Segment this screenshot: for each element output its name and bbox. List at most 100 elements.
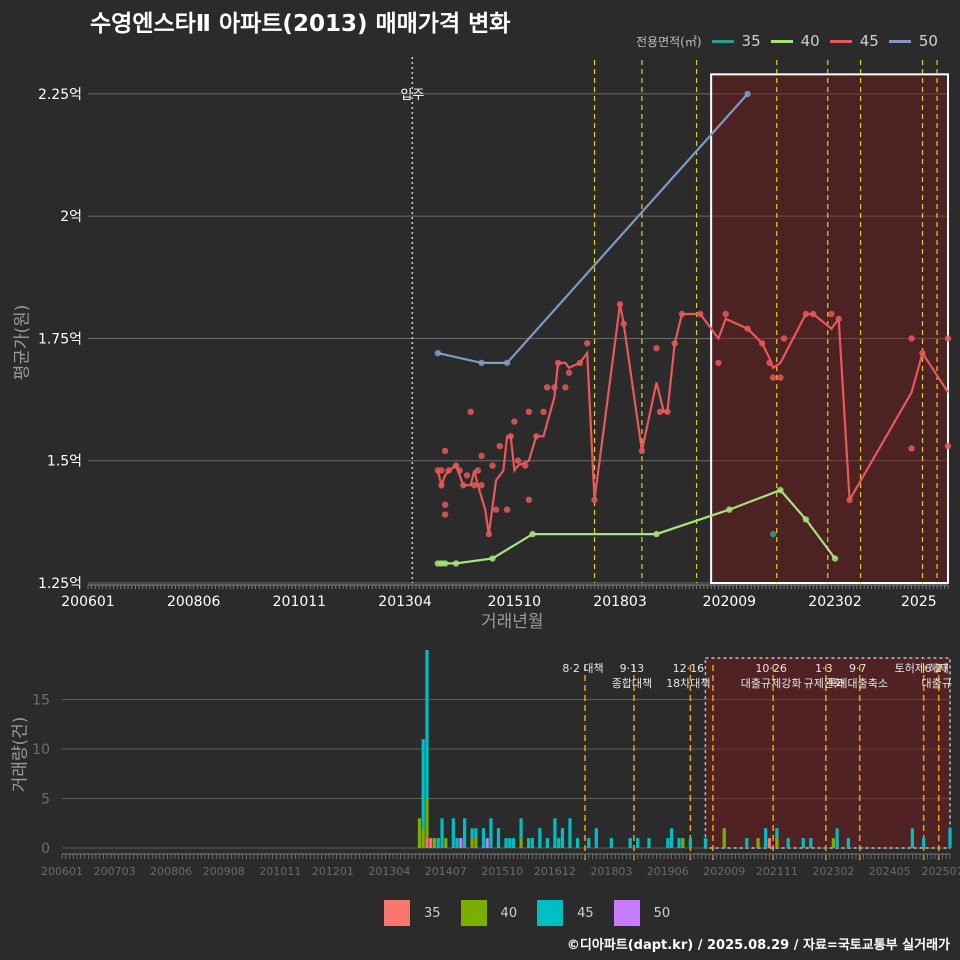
data-point-40 [653, 530, 660, 538]
legend-item-35: 35 [711, 32, 761, 50]
volume-bar-50 [485, 838, 489, 848]
volume-bar-45 [628, 838, 632, 848]
volume-bar-40 [756, 838, 760, 848]
data-point-45 [533, 433, 540, 440]
footer-credit: ©디아파트(dapt.kr) / 2025.08.29 / 자료=국토교통부 실… [566, 938, 950, 953]
bar-legend-item-40: 40 [460, 900, 517, 926]
volume-bar-45 [538, 828, 542, 848]
bar-x-tick-label: 200601 [41, 865, 83, 878]
data-point-45 [441, 511, 449, 518]
volume-bar-40 [681, 838, 685, 848]
data-point-45 [492, 506, 500, 513]
volume-bar-45 [910, 828, 914, 848]
data-point-45 [944, 335, 952, 342]
policy-label: 종합대책 [612, 677, 652, 690]
data-point-40 [802, 516, 810, 523]
volume-bar-45 [545, 838, 549, 848]
data-point-50 [478, 359, 485, 367]
y-tick-label: 1.5억 [47, 454, 82, 470]
volume-bar-40 [417, 818, 422, 848]
data-point-45 [620, 320, 627, 327]
bar-highlight-box [704, 657, 951, 849]
volume-bar-45 [568, 818, 572, 848]
data-point-45 [489, 462, 496, 469]
legend-title: 전용면적(㎡) [636, 34, 702, 49]
policy-label: 9·13 [620, 662, 645, 675]
bar-legend-label-50: 50 [653, 905, 671, 921]
policy-label: 18차대책 [666, 677, 710, 690]
bar-legend-swatch-45 [537, 900, 564, 926]
policy-label: 12·16 [673, 662, 705, 675]
data-point-40 [529, 530, 536, 538]
series-line-50 [437, 93, 749, 364]
volume-bar-45 [489, 818, 493, 848]
data-point-45 [638, 447, 646, 455]
volume-bar-45 [948, 828, 952, 848]
bar-x-tick-label: 202302 [812, 865, 854, 878]
series-line-45 [436, 303, 949, 535]
legend-item-45: 45 [829, 32, 879, 50]
x-tick-label: 201803 [593, 594, 646, 610]
data-point-45 [722, 310, 729, 318]
volume-bar-45 [451, 818, 455, 848]
y-tick-label: 1.25억 [38, 576, 82, 592]
bar-legend-label-45: 45 [577, 905, 594, 921]
volume-bar-45 [504, 838, 508, 848]
data-point-45 [438, 467, 445, 474]
volume-bar-45 [775, 828, 779, 839]
legend-swatch-40 [770, 39, 793, 43]
volume-bar-45 [801, 838, 805, 848]
volume-bar-40 [775, 838, 779, 848]
data-point-45 [522, 462, 529, 469]
volume-bar-45 [481, 828, 486, 848]
volume-bar-40 [432, 838, 437, 848]
x-tick-label: 201304 [378, 594, 432, 610]
data-point-45 [616, 301, 624, 308]
data-point-45 [438, 481, 445, 489]
legend-label-50: 50 [918, 32, 938, 50]
bar-x-tick-label: 201011 [259, 865, 301, 878]
bar-legend: 35 40 45 50 [384, 900, 690, 926]
volume-bar-45 [846, 838, 851, 848]
data-point-45 [514, 457, 522, 464]
volume-bar-45 [526, 838, 531, 848]
legend-item-40: 40 [770, 32, 820, 50]
volume-bar-45 [636, 838, 640, 848]
data-point-45 [478, 481, 485, 489]
volume-bar-45 [470, 828, 474, 839]
data-point-45 [835, 315, 842, 323]
y-tick-label: 2억 [60, 209, 82, 225]
data-point-45 [441, 501, 449, 508]
x-axis-title: 거래년월 [481, 612, 544, 632]
data-point-45 [809, 310, 817, 318]
line-legend: 전용면적(㎡) 35 40 45 50 [636, 32, 938, 50]
data-point-45 [908, 445, 915, 452]
data-point-45 [715, 359, 722, 367]
x-tick-label: 202302 [808, 594, 861, 610]
data-point-45 [460, 481, 467, 489]
data-point-35 [769, 530, 777, 538]
data-point-45 [554, 359, 562, 367]
volume-bar-45 [455, 838, 459, 848]
volume-bar-45 [688, 838, 692, 848]
x-tick-label: 201011 [273, 594, 326, 610]
bar-legend-swatch-35 [384, 900, 410, 926]
move-in-label: 입주 [400, 88, 424, 103]
data-point-45 [653, 345, 660, 352]
volume-bar-50 [459, 838, 463, 848]
volume-bar-40 [444, 838, 448, 848]
volume-bar-45 [666, 838, 670, 848]
bar-y-tick-label: 0 [41, 841, 50, 857]
data-point-45 [802, 310, 810, 318]
bar-legend-item-45: 45 [537, 900, 594, 926]
data-point-45 [777, 374, 784, 381]
volume-bar-45 [519, 818, 523, 839]
policy-label: 9·7 [849, 662, 867, 675]
volume-bar-45 [809, 838, 813, 848]
bar-x-tick-label: 201201 [312, 865, 354, 878]
volume-bar-40 [425, 798, 429, 839]
volume-bar-45 [436, 838, 440, 848]
data-point-45 [511, 418, 518, 425]
volume-bar-45 [425, 650, 429, 799]
